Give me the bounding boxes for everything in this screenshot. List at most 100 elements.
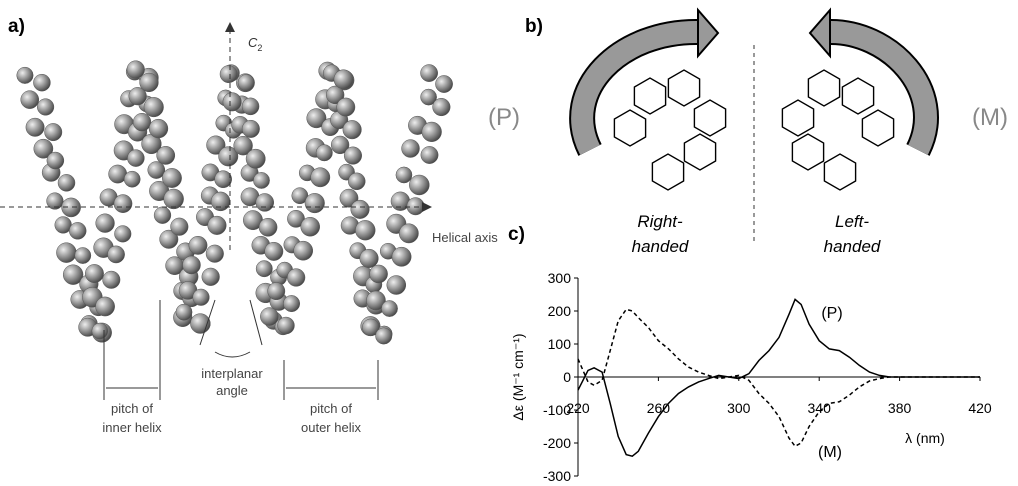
atom [170,217,189,236]
series-label: (M) [818,444,842,461]
atom [326,85,345,105]
atom [237,74,255,92]
atom [395,166,413,184]
atom [398,223,419,244]
y-tick-label: -200 [543,435,571,451]
pitch-outer-label: pitch of [310,401,352,416]
ring [633,77,667,115]
atom [310,167,331,188]
atom [222,92,242,112]
atom [206,135,226,155]
atom [435,75,453,93]
x-tick-label: 420 [968,400,992,416]
helicene-right-handed [613,69,727,191]
atom [293,240,314,261]
y-tick-label: 100 [548,336,572,352]
cd-chart: -300 -200 -100 0 100 200 300 220 260 300 340 380 420… [510,270,992,484]
panel-label: c) [508,224,525,245]
y-tick-label: -300 [543,468,571,484]
atom [107,245,125,264]
atom [46,151,65,170]
atom [163,188,184,210]
m-symbol: (M) [972,104,1008,131]
atom [343,146,362,165]
atom [148,118,169,139]
atom [264,241,284,261]
atom [102,270,121,289]
y-tick-label: -100 [543,402,571,418]
atom [95,296,115,317]
atom [205,244,224,263]
atom [74,247,92,264]
atom [366,290,386,311]
c2-subscript: 2 [257,43,262,53]
atom [210,191,231,212]
atom [95,213,115,233]
atom [85,264,104,283]
atom [258,217,278,237]
ring [683,133,717,171]
ring [781,99,815,137]
ring [841,77,875,115]
caption: Right- [637,212,683,231]
atom [33,73,51,92]
ring [651,153,685,191]
x-tick-label: 380 [888,400,912,416]
caption: Left- [835,212,869,231]
atom [241,97,260,116]
pitch-inner-label: pitch of [111,401,153,416]
atom [245,148,266,169]
atom [128,87,147,106]
atom [61,197,81,218]
atom [57,174,76,192]
atom [333,69,354,90]
helical-axis-label: Helical axis [432,230,498,245]
atom [175,303,193,321]
atom [114,225,132,243]
atom [113,194,133,213]
atom [391,246,412,267]
atom [214,170,232,189]
atom [37,98,55,116]
x-tick-label: 340 [808,400,832,416]
interplanar-label: interplanar [201,366,263,381]
angle-line [199,299,216,346]
atom [315,144,333,162]
ring [861,109,895,147]
atom [300,217,320,237]
atom [20,90,40,109]
interplanar-label: angle [216,383,248,398]
series-label: (P) [821,305,842,322]
atom [192,288,210,306]
pitch-outer-label: outer helix [301,420,361,435]
atom [350,199,370,219]
atom [355,220,376,241]
atom [218,146,239,167]
atom [207,215,227,235]
atom [406,197,425,216]
atom [306,108,327,129]
atom [54,216,72,234]
x-tick-label: 220 [566,400,590,416]
atom [56,242,77,263]
panel-label: a) [8,16,25,37]
atom [420,146,439,164]
y-tick-label: 200 [548,303,572,319]
atom [253,172,270,189]
atom [277,316,295,335]
pitch-markers [103,300,379,400]
atom [267,282,286,301]
atom [260,307,279,326]
ring [613,109,647,147]
atom [401,139,420,158]
atom [143,97,164,118]
atom [255,193,274,212]
c2-label: C2 [248,35,262,53]
atom [362,318,380,337]
rotation-arrow [569,7,720,156]
series-line [577,308,980,448]
atom [330,135,350,155]
atom [283,295,301,313]
